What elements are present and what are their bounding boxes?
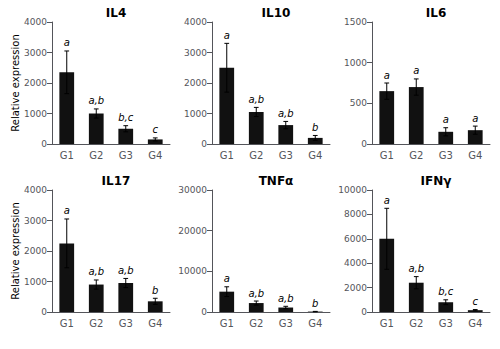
svg-text:2000: 2000 — [344, 283, 367, 293]
svg-text:G3: G3 — [439, 318, 453, 329]
svg-text:G1: G1 — [220, 318, 234, 329]
svg-text:G3: G3 — [279, 318, 293, 329]
svg-text:1000: 1000 — [24, 277, 47, 287]
svg-text:G2: G2 — [409, 318, 423, 329]
svg-text:1000: 1000 — [344, 58, 367, 68]
svg-text:Relative expression: Relative expression — [10, 34, 21, 131]
svg-text:TNFα: TNFα — [259, 174, 294, 188]
svg-text:G3: G3 — [439, 150, 453, 161]
svg-text:IFNγ: IFNγ — [421, 174, 452, 188]
svg-text:a: a — [224, 273, 230, 284]
svg-text:8000: 8000 — [344, 209, 367, 219]
svg-text:IL4: IL4 — [106, 6, 126, 20]
svg-text:a,b: a,b — [88, 266, 104, 277]
svg-text:b: b — [312, 122, 318, 133]
svg-text:3000: 3000 — [24, 216, 47, 226]
svg-text:c: c — [473, 296, 479, 307]
svg-text:a,b: a,b — [408, 263, 424, 274]
svg-text:a,b: a,b — [278, 108, 294, 119]
svg-text:G2: G2 — [89, 150, 103, 161]
svg-text:a: a — [224, 30, 230, 41]
svg-text:2000: 2000 — [184, 78, 207, 88]
svg-text:2000: 2000 — [24, 246, 47, 256]
svg-text:G1: G1 — [380, 318, 394, 329]
svg-text:G2: G2 — [249, 318, 263, 329]
svg-text:0: 0 — [201, 307, 207, 317]
svg-text:30000: 30000 — [178, 185, 207, 195]
svg-text:500: 500 — [350, 98, 367, 108]
svg-text:G1: G1 — [380, 150, 394, 161]
svg-text:IL6: IL6 — [426, 6, 446, 20]
svg-text:0: 0 — [41, 139, 47, 149]
svg-text:G3: G3 — [119, 318, 133, 329]
svg-text:G4: G4 — [468, 150, 482, 161]
svg-text:a: a — [472, 113, 478, 124]
svg-text:G4: G4 — [468, 318, 482, 329]
svg-text:a: a — [443, 114, 449, 125]
svg-text:IL10: IL10 — [262, 6, 291, 20]
svg-text:b,c: b,c — [118, 112, 134, 123]
svg-text:0: 0 — [361, 307, 367, 317]
svg-text:4000: 4000 — [184, 17, 207, 27]
svg-text:G1: G1 — [60, 150, 74, 161]
svg-text:3000: 3000 — [184, 48, 207, 58]
svg-text:a: a — [64, 37, 70, 48]
svg-text:G4: G4 — [148, 318, 162, 329]
svg-text:a,b: a,b — [248, 288, 264, 299]
svg-text:b: b — [152, 285, 158, 296]
svg-text:b: b — [312, 298, 318, 309]
svg-text:G2: G2 — [89, 318, 103, 329]
svg-text:0: 0 — [201, 139, 207, 149]
svg-text:a,b: a,b — [88, 95, 104, 106]
svg-text:a,b: a,b — [248, 94, 264, 105]
svg-text:G2: G2 — [249, 150, 263, 161]
svg-text:a: a — [64, 205, 70, 216]
svg-text:0: 0 — [41, 307, 47, 317]
svg-text:IL17: IL17 — [102, 174, 131, 188]
svg-text:c: c — [153, 124, 159, 135]
svg-text:G3: G3 — [279, 150, 293, 161]
svg-text:4000: 4000 — [24, 17, 47, 27]
svg-text:G3: G3 — [119, 150, 133, 161]
svg-text:1000: 1000 — [24, 109, 47, 119]
svg-text:G4: G4 — [308, 318, 322, 329]
svg-text:4000: 4000 — [344, 258, 367, 268]
svg-text:a: a — [384, 70, 390, 81]
svg-text:1000: 1000 — [184, 109, 207, 119]
svg-text:3000: 3000 — [24, 48, 47, 58]
svg-text:G2: G2 — [409, 150, 423, 161]
svg-text:a: a — [384, 195, 390, 206]
svg-text:10000: 10000 — [178, 266, 207, 276]
svg-text:1500: 1500 — [344, 17, 367, 27]
svg-text:b,c: b,c — [438, 286, 454, 297]
svg-text:G4: G4 — [308, 150, 322, 161]
svg-text:G1: G1 — [220, 150, 234, 161]
svg-text:20000: 20000 — [178, 226, 207, 236]
svg-text:10000: 10000 — [338, 185, 367, 195]
svg-text:0: 0 — [361, 139, 367, 149]
svg-text:a,b: a,b — [278, 293, 294, 304]
svg-text:Relative expression: Relative expression — [10, 202, 21, 299]
svg-text:G4: G4 — [148, 150, 162, 161]
svg-text:6000: 6000 — [344, 234, 367, 244]
svg-text:a: a — [413, 65, 419, 76]
svg-text:G1: G1 — [60, 318, 74, 329]
svg-text:a,b: a,b — [118, 265, 134, 276]
svg-text:4000: 4000 — [24, 185, 47, 195]
svg-text:2000: 2000 — [24, 78, 47, 88]
